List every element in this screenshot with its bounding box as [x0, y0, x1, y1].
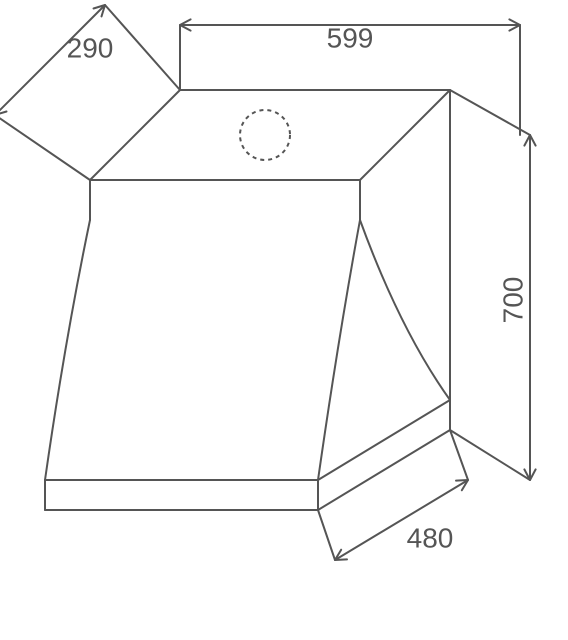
dim-bottom-depth: 480	[407, 522, 454, 553]
dim-top-width: 599	[327, 22, 374, 53]
dim-right-height: 700	[497, 277, 528, 324]
dim-top-depth: 290	[67, 32, 114, 63]
